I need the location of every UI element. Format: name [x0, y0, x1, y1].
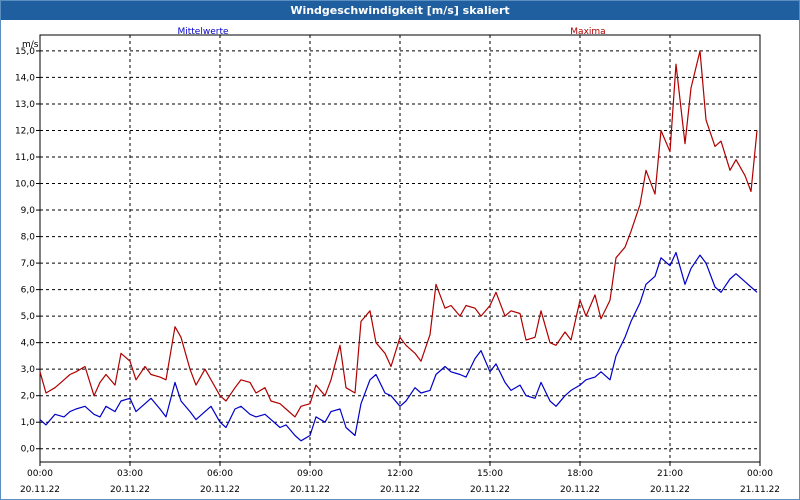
- x-tick-time-label: 15:00: [477, 469, 503, 479]
- series-line-mittelwerte: [39, 251, 758, 442]
- x-tick-date-label: 20.11.22: [380, 485, 420, 495]
- x-tick-date-label: 20.11.22: [290, 485, 330, 495]
- y-tick-label: 15,0: [15, 47, 35, 57]
- labels-layer: 0,0 1,0 2,0 3,0 4,0 5,0 6,0 7,0 8,0 9,0 10,0 11,0 12…: [15, 27, 780, 495]
- series-layer: [39, 50, 758, 442]
- x-tick-date-label: 20.11.22: [650, 485, 690, 495]
- x-tick-time-label: 09:00: [297, 469, 323, 479]
- y-tick-label: 11,0: [15, 153, 35, 163]
- y-tick-label: 1,0: [21, 418, 36, 428]
- y-tick-label: 10,0: [15, 180, 35, 190]
- x-tick-date-label: 21.11.22: [740, 485, 780, 495]
- y-tick-label: 7,0: [21, 259, 36, 269]
- x-tick-time-label: 03:00: [117, 469, 143, 479]
- y-tick-label: 14,0: [15, 73, 35, 83]
- window-title: Windgeschwindigkeit [m/s] skaliert: [1, 1, 799, 20]
- x-tick-date-label: 20.11.22: [560, 485, 600, 495]
- y-tick-label: 13,0: [15, 100, 35, 110]
- y-tick-label: 3,0: [21, 365, 36, 375]
- x-tick-date-label: 20.11.22: [110, 485, 150, 495]
- x-tick-date-label: 20.11.22: [20, 485, 60, 495]
- y-tick-label: 9,0: [21, 206, 36, 216]
- grid-layer: [39, 35, 761, 462]
- plot-area-border: [39, 34, 761, 463]
- x-tick-date-label: 20.11.22: [470, 485, 510, 495]
- y-tick-label: 12,0: [15, 126, 35, 136]
- y-tick-label: 6,0: [21, 286, 36, 296]
- y-tick-label: 2,0: [21, 392, 36, 402]
- x-tick-date-label: 20.11.22: [200, 485, 240, 495]
- y-axis-unit-label: m/s: [22, 40, 39, 50]
- legend-mittelwerte: Mittelwerte: [177, 27, 228, 37]
- y-tick-label: 4,0: [21, 339, 36, 349]
- y-tick-label: 0,0: [21, 445, 36, 455]
- series-line-maxima: [39, 50, 758, 418]
- x-tick-time-label: 12:00: [387, 469, 413, 479]
- x-tick-time-label: 00:00: [27, 469, 53, 479]
- x-tick-time-label: 21:00: [657, 469, 683, 479]
- x-tick-time-label: 18:00: [567, 469, 593, 479]
- x-tick-time-label: 00:00: [747, 469, 773, 479]
- x-tick-time-label: 06:00: [207, 469, 233, 479]
- legend-maxima: Maxima: [570, 27, 605, 37]
- axes-layer: [36, 34, 761, 466]
- y-tick-label: 5,0: [21, 312, 36, 322]
- y-tick-label: 8,0: [21, 233, 36, 243]
